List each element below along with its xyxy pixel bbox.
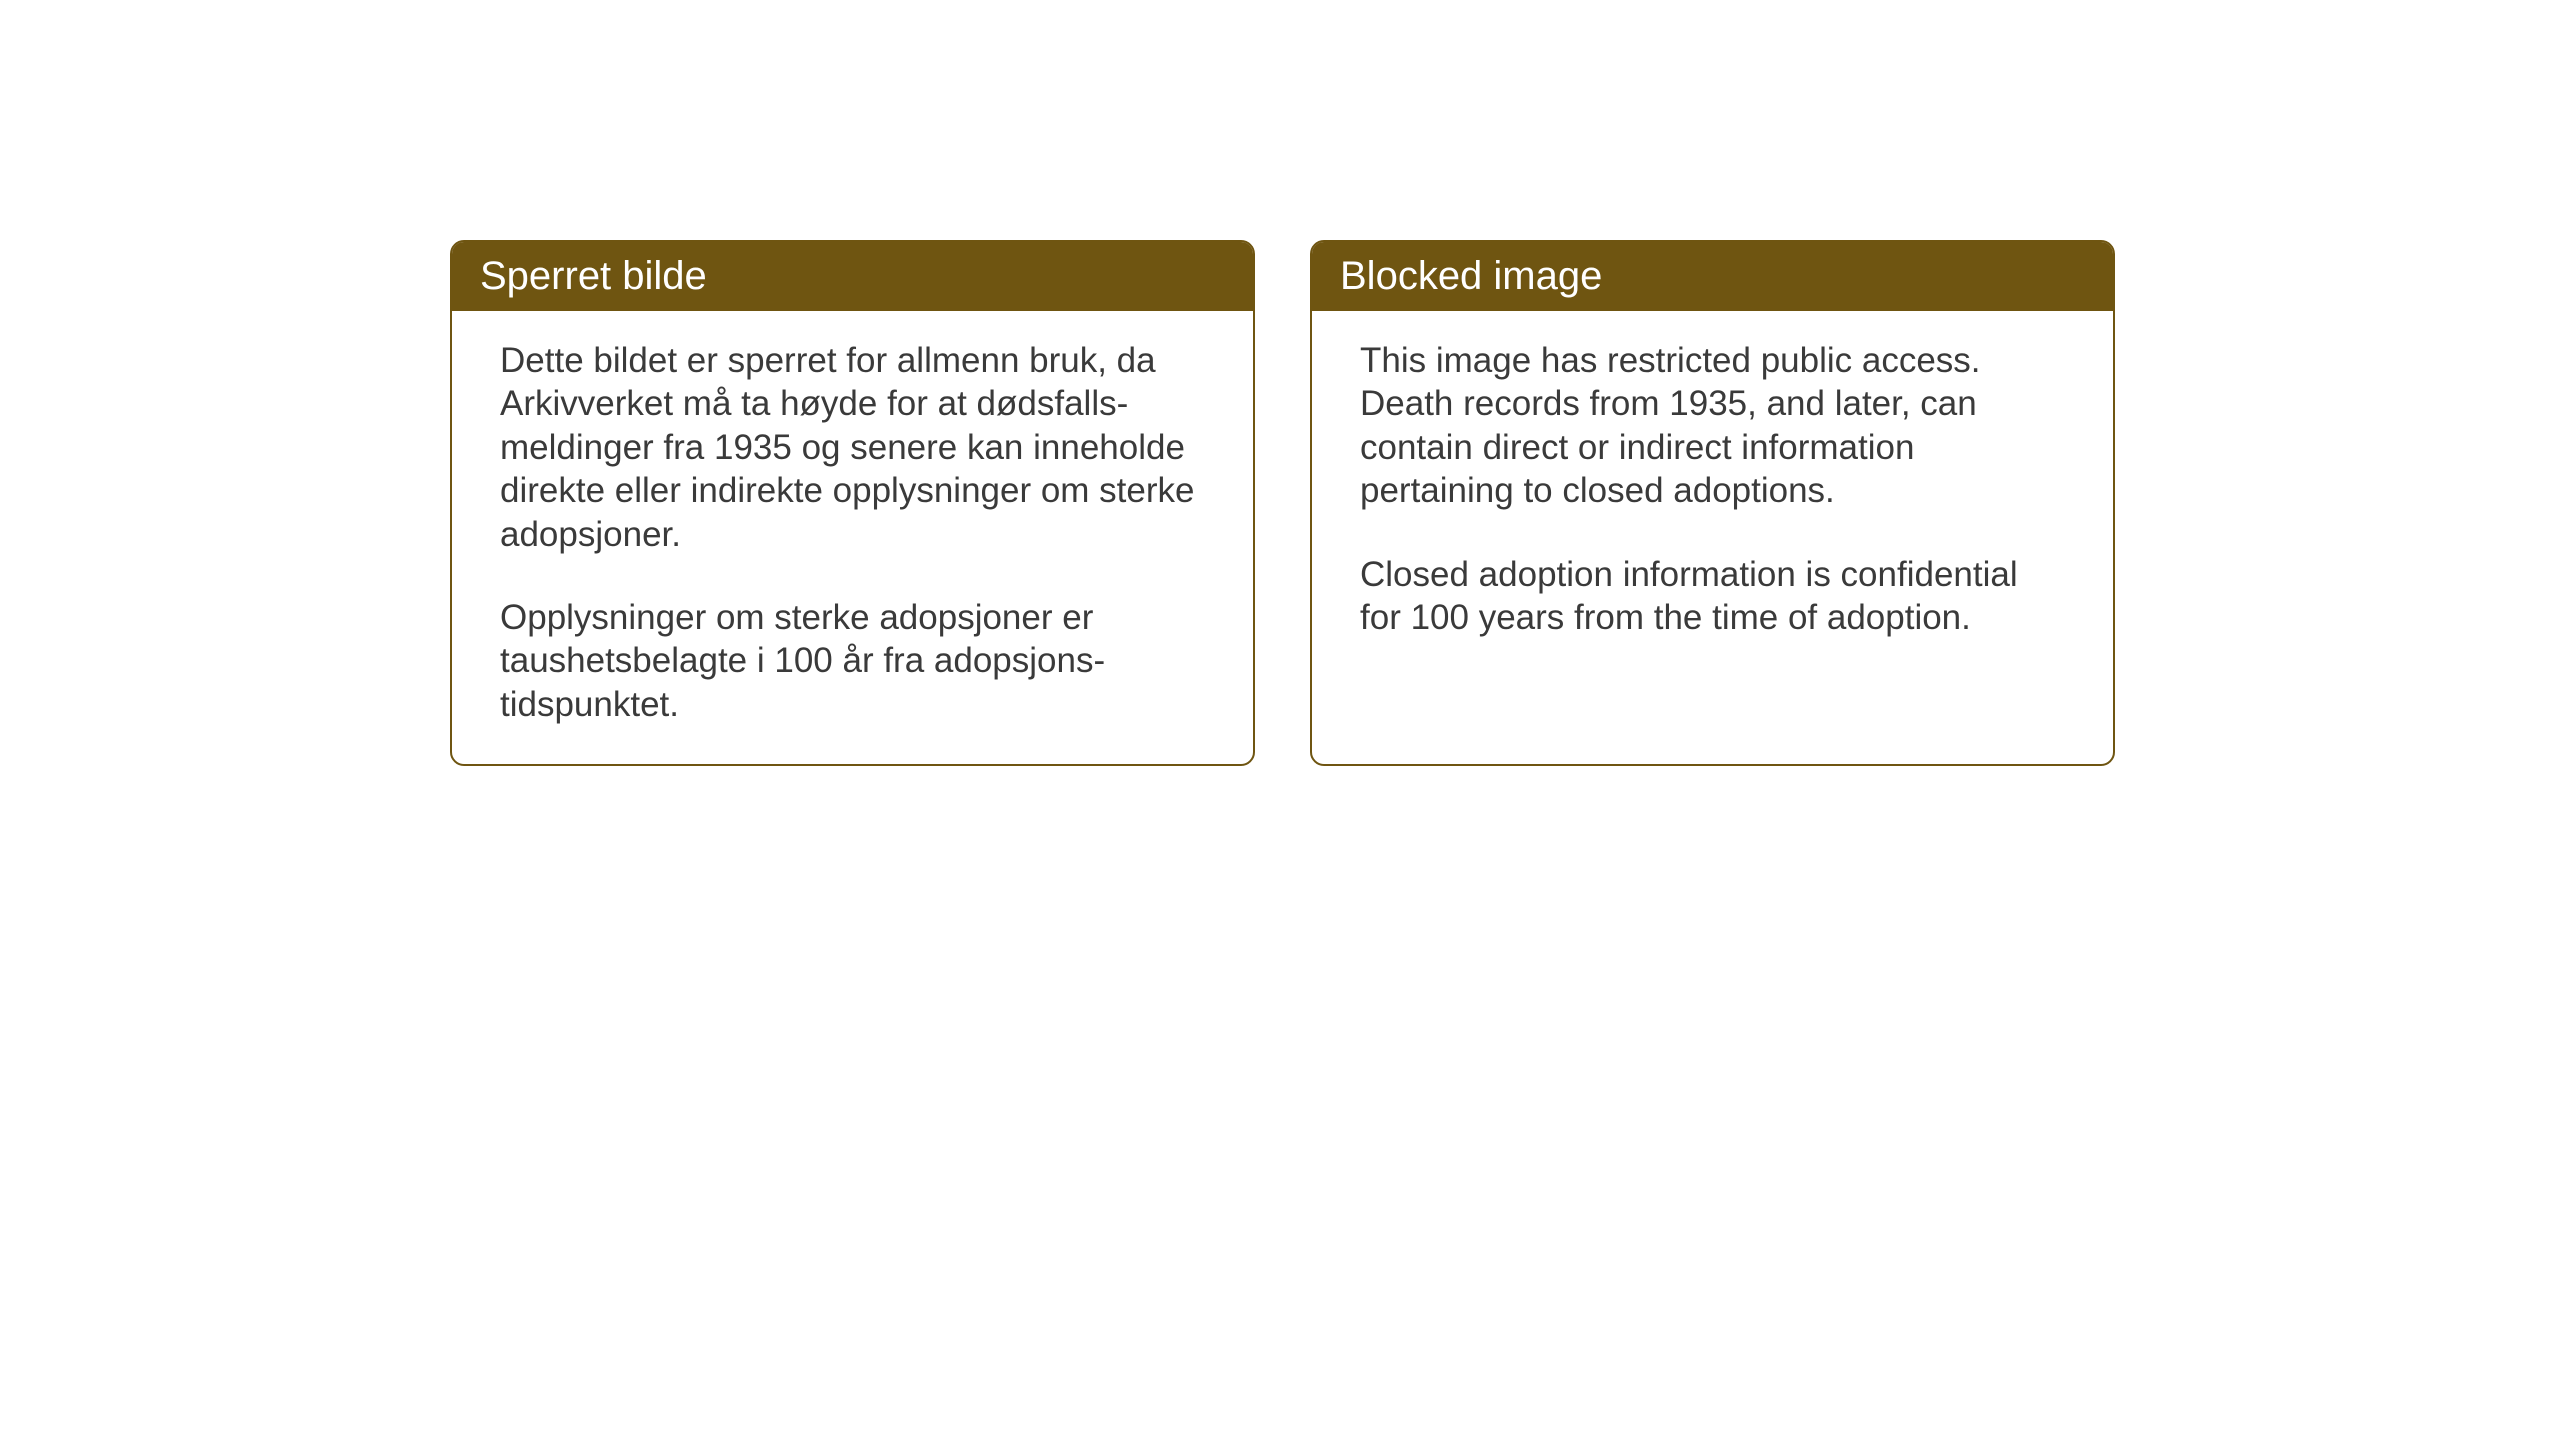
card-paragraph2-norwegian: Opplysninger om sterke adopsjoner er tau… (500, 596, 1205, 726)
card-paragraph2-english: Closed adoption information is confident… (1360, 553, 2065, 640)
card-title-norwegian: Sperret bilde (480, 254, 707, 298)
card-body-english: This image has restricted public access.… (1312, 311, 2113, 677)
card-paragraph1-english: This image has restricted public access.… (1360, 339, 2065, 513)
card-paragraph1-norwegian: Dette bildet er sperret for allmenn bruk… (500, 339, 1205, 556)
card-body-norwegian: Dette bildet er sperret for allmenn bruk… (452, 311, 1253, 764)
notice-cards-container: Sperret bilde Dette bildet er sperret fo… (450, 240, 2115, 766)
card-header-norwegian: Sperret bilde (452, 242, 1253, 311)
card-title-english: Blocked image (1340, 254, 1602, 298)
notice-card-norwegian: Sperret bilde Dette bildet er sperret fo… (450, 240, 1255, 766)
card-header-english: Blocked image (1312, 242, 2113, 311)
notice-card-english: Blocked image This image has restricted … (1310, 240, 2115, 766)
